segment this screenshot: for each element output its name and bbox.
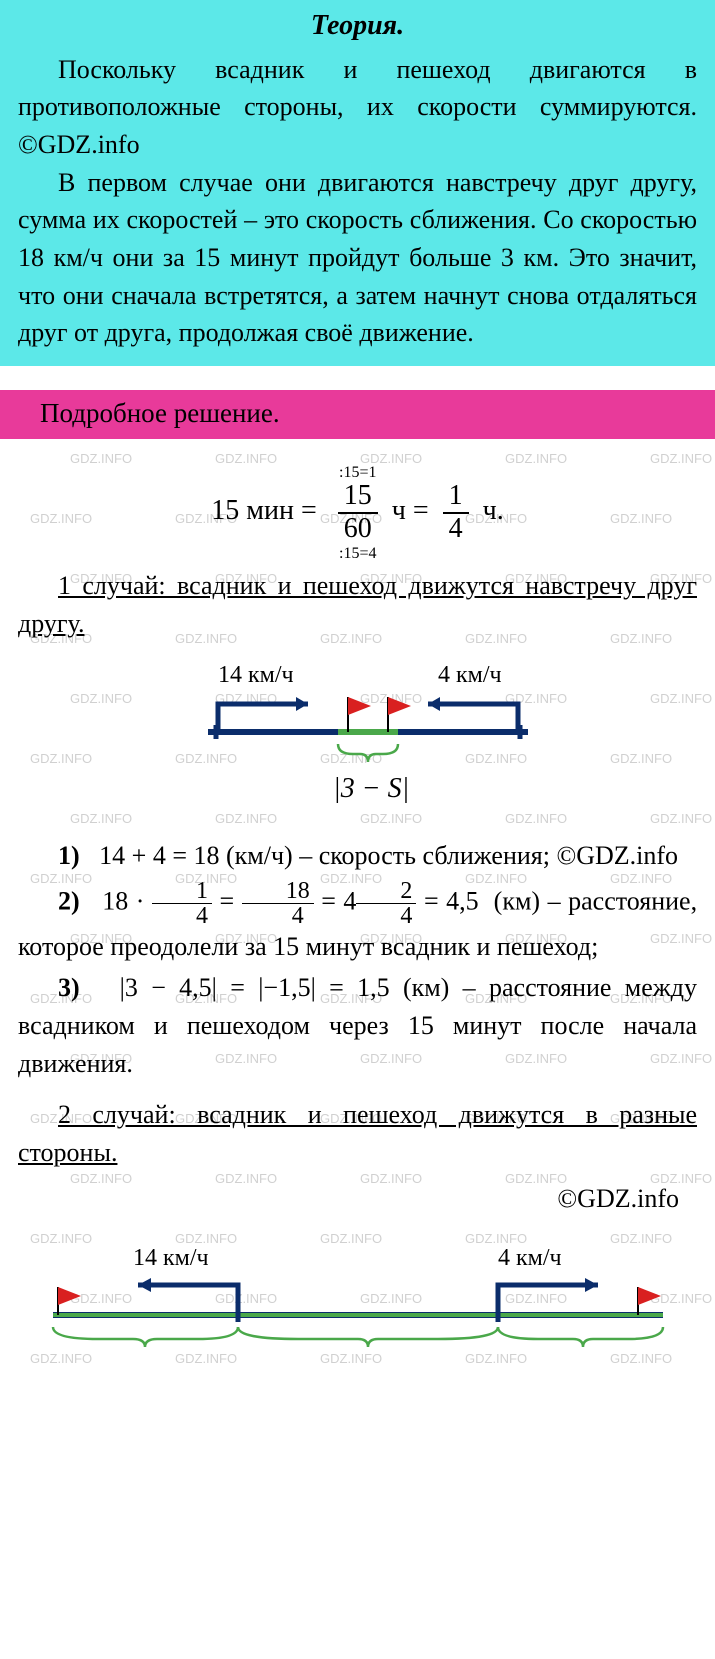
frac: 24 (356, 879, 416, 928)
step-unit: (км/ч) (226, 841, 293, 870)
step-num: 1) (58, 841, 80, 870)
diagram2-svg: 14 км/ч 4 км/ч (38, 1247, 678, 1347)
left-path (218, 704, 308, 732)
flag-icon (638, 1287, 661, 1305)
theory-box: Теория. Поскольку всадник и пешеход двиг… (0, 0, 715, 366)
speed-left-label: 14 км/ч (218, 662, 294, 688)
step-num: 3) (58, 973, 80, 1002)
diagram-case2: 14 км/ч 4 км/ч (38, 1247, 678, 1358)
frac-below: :15=4 (338, 542, 378, 565)
solution-header-text: Подробное решение. (40, 398, 280, 428)
fraction-15-60: :15=1 15 60 :15=4 (338, 481, 378, 545)
step-desc: – скорость сближения; ©GDZ.info (299, 841, 678, 870)
case1-label: 1 случай: всадник и пешеход движутся нав… (18, 567, 697, 642)
brace-icon (338, 744, 398, 762)
brace-icon (53, 1327, 238, 1347)
frac-above: :15=1 (338, 461, 378, 484)
step-num: 2) (58, 886, 80, 915)
step-expr: |3 − 4,5| = |−1,5| = 1,5 (120, 973, 390, 1002)
copyright: ©GDZ.info (18, 1180, 679, 1218)
frac: 14 (152, 879, 212, 928)
conv-unit1: ч = (392, 495, 429, 526)
brace-icon (498, 1327, 663, 1347)
solution-body: 15 мин = :15=1 15 60 :15=4 ч = 1 4 ч. 1 … (0, 439, 715, 1368)
frac-den: 60 (338, 514, 378, 545)
solution-header: Подробное решение. (0, 390, 715, 439)
right-path (428, 704, 518, 732)
arrow-right-icon (585, 1278, 598, 1292)
case2-label-text: 2 случай: всадник и пешеход движутся в р… (18, 1100, 697, 1167)
flag-icon (58, 1287, 81, 1305)
diagram1-svg: 14 км/ч 4 км/ч (138, 662, 578, 812)
step-unit: (км) (494, 886, 540, 915)
step-1: 1) 14 + 4 = 18 (км/ч) – скорость сближен… (18, 837, 697, 875)
theory-p2: В первом случае они двигаются навстречу … (18, 164, 697, 352)
step-2: 2) 18 · 14 = 184 = 424 = 4,5 (км) – расс… (18, 879, 697, 966)
arrow-right-icon (296, 697, 308, 711)
frac-num: 15 (338, 481, 378, 514)
step-pre: 18 · (102, 886, 144, 915)
diagram-case1: 14 км/ч 4 км/ч (138, 662, 578, 823)
step-unit: (км) (403, 973, 449, 1002)
arrow-left-icon (138, 1278, 151, 1292)
conv-unit2: ч. (483, 495, 504, 526)
frac: 184 (242, 879, 314, 928)
case1-label-text: 1 случай: всадник и пешеход движутся нав… (18, 571, 697, 638)
theory-title: Теория. (18, 6, 697, 47)
right-path (498, 1285, 598, 1315)
arrow-left-icon (428, 697, 440, 711)
theory-p1: Поскольку всадник и пешеход двигаются в … (18, 51, 697, 164)
left-path (138, 1285, 238, 1315)
step-expr: 14 + 4 = 18 (99, 841, 219, 870)
speed-right-label: 4 км/ч (438, 662, 502, 688)
frac-num: 1 (443, 481, 469, 514)
speed-right-label: 4 км/ч (498, 1247, 562, 1271)
speed-left-label: 14 км/ч (133, 1247, 209, 1271)
frac-den: 4 (443, 514, 469, 545)
case2-label: 2 случай: всадник и пешеход движутся в р… (18, 1096, 697, 1171)
flag-icon (388, 697, 411, 715)
center-label: |3 − S| (333, 773, 409, 804)
step-3: 3) |3 − 4,5| = |−1,5| = 1,5 (км) – расст… (18, 969, 697, 1082)
fraction-1-4: 1 4 (443, 481, 469, 545)
time-conversion: 15 мин = :15=1 15 60 :15=4 ч = 1 4 ч. (18, 481, 697, 545)
conv-label: 15 мин = (211, 495, 316, 526)
flag-icon (348, 697, 371, 715)
brace-icon (238, 1327, 498, 1347)
